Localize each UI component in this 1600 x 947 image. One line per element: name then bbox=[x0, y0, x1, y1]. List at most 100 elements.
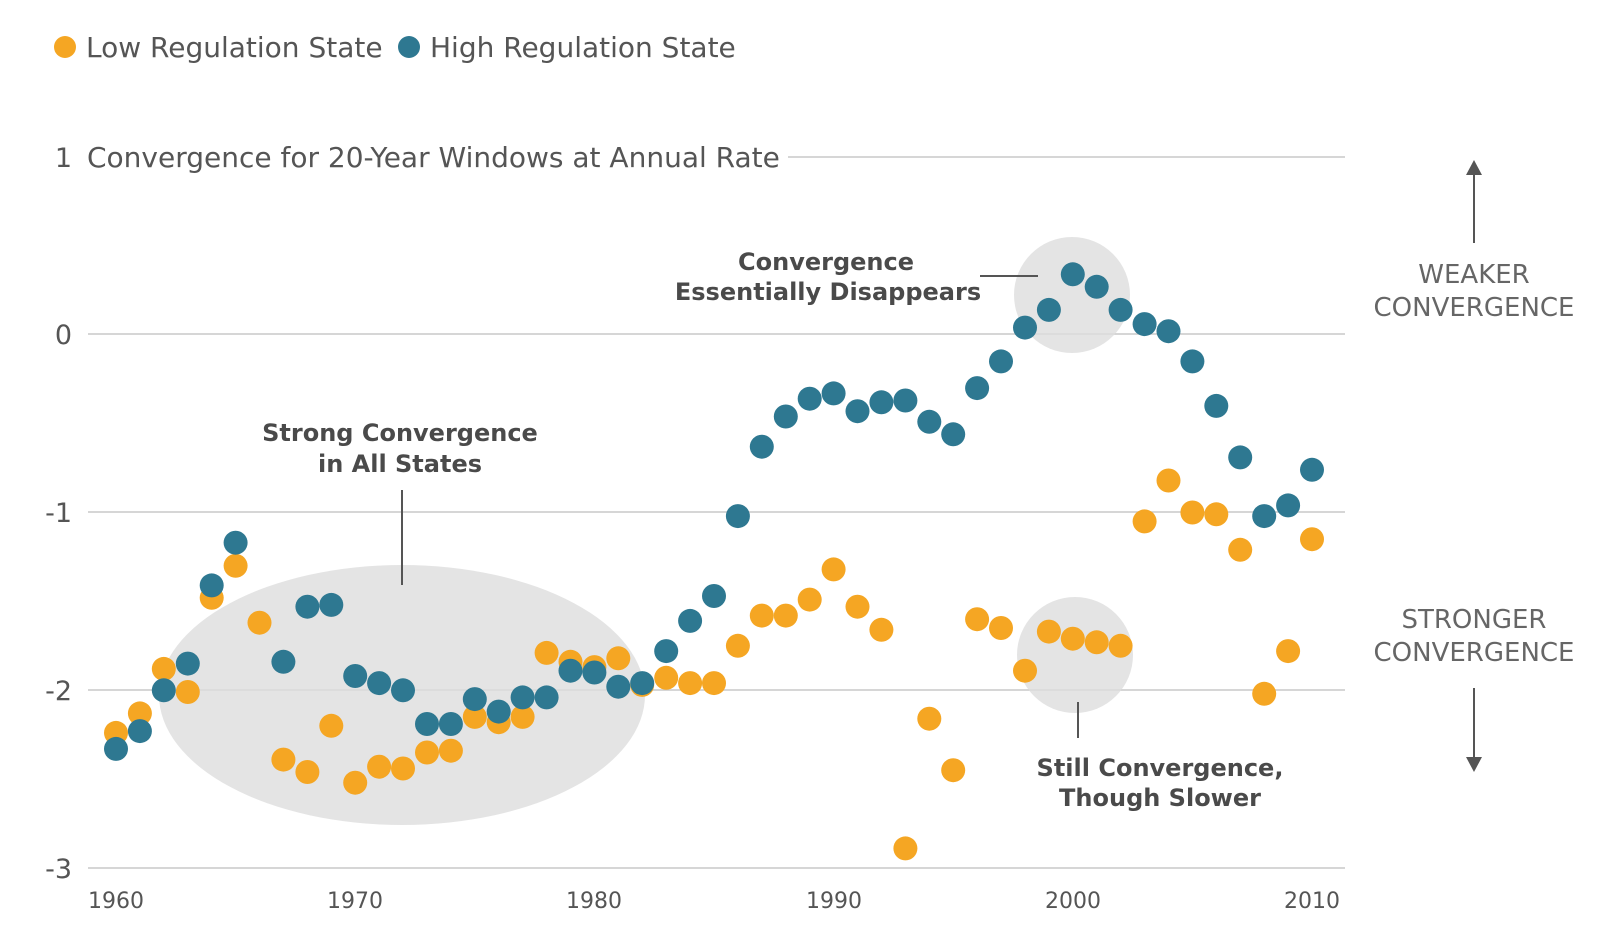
arrow-down-icon bbox=[1466, 757, 1482, 772]
point-high-regulation bbox=[941, 422, 966, 447]
point-low-regulation bbox=[1276, 639, 1301, 664]
annotation-strong-line1: Strong Convergence bbox=[262, 419, 538, 447]
side-label-weaker-line1: WEAKER bbox=[1418, 260, 1529, 290]
point-low-regulation bbox=[606, 646, 631, 671]
x-tick-label: 2000 bbox=[1045, 889, 1101, 914]
point-low-regulation bbox=[175, 680, 200, 704]
point-high-regulation bbox=[510, 685, 535, 710]
point-high-regulation bbox=[965, 376, 990, 401]
legend-label-low-regulation: Low Regulation State bbox=[86, 31, 383, 64]
point-low-regulation bbox=[845, 594, 870, 619]
point-low-regulation bbox=[821, 557, 846, 582]
point-low-regulation bbox=[462, 704, 487, 729]
point-low-regulation bbox=[1228, 537, 1253, 562]
point-high-regulation bbox=[1180, 349, 1205, 374]
point-high-regulation bbox=[678, 608, 703, 633]
point-high-regulation bbox=[175, 651, 200, 676]
y-tick-label: -1 bbox=[45, 498, 72, 529]
y-tick-label: -2 bbox=[45, 676, 72, 707]
point-low-regulation bbox=[223, 553, 248, 578]
point-high-regulation bbox=[1228, 445, 1253, 470]
point-high-regulation bbox=[630, 671, 655, 696]
point-low-regulation bbox=[295, 760, 320, 784]
point-low-regulation bbox=[1132, 509, 1157, 534]
point-low-regulation bbox=[343, 770, 368, 795]
point-high-regulation bbox=[582, 660, 607, 685]
point-low-regulation bbox=[702, 671, 726, 696]
arrow-up-icon bbox=[1466, 160, 1482, 175]
side-indicator-stronger: STRONGER CONVERGENCE bbox=[1374, 605, 1575, 772]
point-low-regulation bbox=[917, 706, 942, 731]
point-low-regulation bbox=[1013, 658, 1037, 683]
point-high-regulation bbox=[1132, 312, 1157, 337]
chart-title: Convergence for 20-Year Windows at Annua… bbox=[87, 141, 780, 174]
x-axis-ticks: 1960 1970 1980 1990 2000 2010 bbox=[88, 889, 1340, 914]
point-low-regulation bbox=[415, 740, 439, 765]
point-high-regulation bbox=[151, 678, 176, 703]
annotation-disappears-line1: Convergence bbox=[738, 248, 914, 276]
point-low-regulation bbox=[1060, 626, 1085, 651]
point-low-regulation bbox=[319, 713, 344, 738]
point-low-regulation bbox=[1252, 681, 1277, 706]
point-high-regulation bbox=[1108, 297, 1133, 322]
x-tick-label: 1990 bbox=[806, 889, 862, 914]
point-high-regulation bbox=[654, 639, 679, 664]
point-high-regulation bbox=[367, 671, 392, 696]
point-high-regulation bbox=[989, 349, 1013, 374]
point-high-regulation bbox=[271, 649, 296, 674]
highlight-regions bbox=[159, 237, 1133, 825]
highlight-circle-convergence-disappears bbox=[1014, 237, 1130, 353]
annotation-still-convergence: Still Convergence, Though Slower bbox=[1037, 702, 1284, 812]
point-high-regulation bbox=[917, 409, 942, 434]
y-tick-label: 0 bbox=[55, 320, 72, 351]
point-high-regulation bbox=[295, 594, 320, 619]
point-low-regulation bbox=[1036, 619, 1061, 644]
annotation-strong-convergence: Strong Convergence in All States bbox=[262, 419, 538, 585]
annotation-still-line1: Still Convergence, bbox=[1037, 754, 1284, 782]
point-high-regulation bbox=[1204, 393, 1229, 418]
point-low-regulation bbox=[749, 603, 774, 628]
point-low-regulation bbox=[893, 836, 918, 861]
point-low-regulation bbox=[510, 704, 535, 729]
point-low-regulation bbox=[773, 603, 798, 628]
x-tick-label: 1980 bbox=[566, 889, 622, 914]
point-low-regulation bbox=[151, 656, 176, 681]
point-high-regulation bbox=[797, 386, 822, 411]
side-label-stronger-line1: STRONGER bbox=[1401, 605, 1546, 635]
annotation-still-line2: Though Slower bbox=[1059, 784, 1261, 812]
point-high-regulation bbox=[104, 736, 128, 761]
legend-label-high-regulation: High Regulation State bbox=[430, 31, 736, 64]
annotation-strong-line2: in All States bbox=[318, 450, 482, 478]
point-low-regulation bbox=[654, 665, 679, 690]
point-high-regulation bbox=[1013, 315, 1037, 340]
point-high-regulation bbox=[749, 434, 774, 459]
point-high-regulation bbox=[1036, 297, 1061, 322]
legend-marker-low-regulation bbox=[54, 36, 76, 58]
point-high-regulation bbox=[773, 404, 798, 429]
side-label-weaker-line2: CONVERGENCE bbox=[1374, 293, 1575, 323]
point-high-regulation bbox=[127, 719, 152, 744]
point-low-regulation bbox=[965, 607, 990, 632]
side-label-stronger-line2: CONVERGENCE bbox=[1374, 638, 1575, 668]
point-high-regulation bbox=[1276, 493, 1301, 518]
point-high-regulation bbox=[1300, 457, 1324, 482]
point-high-regulation bbox=[415, 712, 439, 736]
point-high-regulation bbox=[319, 592, 344, 617]
point-high-regulation bbox=[223, 530, 248, 555]
data-points bbox=[104, 262, 1324, 861]
point-low-regulation bbox=[391, 756, 415, 781]
point-high-regulation bbox=[1156, 319, 1181, 344]
point-low-regulation bbox=[271, 747, 296, 772]
point-low-regulation bbox=[989, 616, 1013, 640]
point-low-regulation bbox=[869, 617, 894, 642]
y-tick-label: -3 bbox=[45, 854, 72, 885]
point-high-regulation bbox=[486, 699, 511, 724]
point-low-regulation bbox=[127, 701, 152, 726]
point-high-regulation bbox=[199, 573, 224, 598]
point-high-regulation bbox=[869, 390, 894, 415]
point-low-regulation bbox=[247, 610, 272, 635]
y-tick-label: 1 bbox=[55, 143, 72, 174]
point-low-regulation bbox=[1084, 630, 1109, 655]
point-high-regulation bbox=[845, 399, 870, 424]
point-low-regulation bbox=[1300, 527, 1324, 552]
